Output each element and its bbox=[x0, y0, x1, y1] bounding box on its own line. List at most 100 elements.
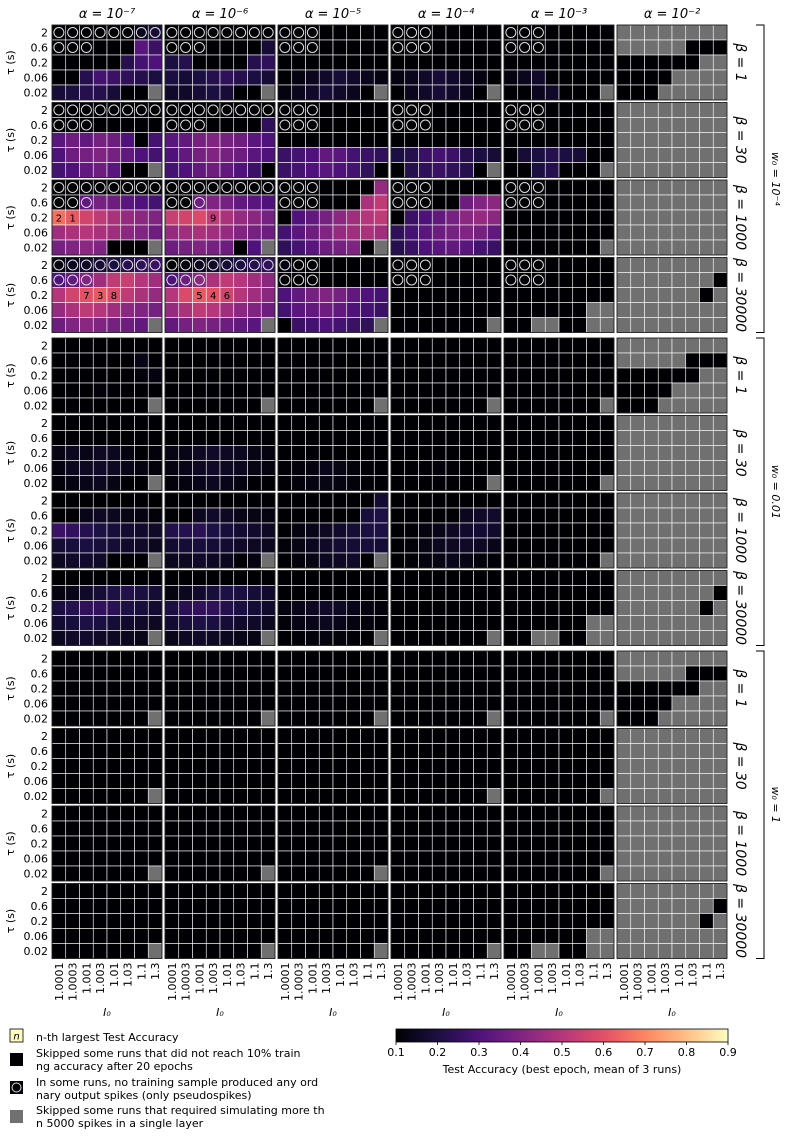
accuracy-cell bbox=[531, 788, 546, 804]
skip-marker: × bbox=[521, 184, 528, 193]
accuracy-cell bbox=[120, 680, 135, 697]
accuracy-cell bbox=[79, 382, 94, 399]
accuracy-cell bbox=[486, 194, 502, 211]
accuracy-cell bbox=[164, 835, 180, 852]
skipped-spikes-cell bbox=[712, 382, 728, 399]
skip-marker: × bbox=[138, 244, 145, 253]
no-spikes-marker bbox=[53, 182, 65, 193]
accuracy-cell bbox=[332, 773, 348, 789]
skip-marker: × bbox=[138, 732, 145, 741]
skip-marker: × bbox=[676, 685, 683, 694]
skip-marker: × bbox=[604, 902, 611, 911]
accuracy-cell bbox=[291, 850, 306, 867]
accuracy-cell bbox=[178, 537, 193, 554]
skip-marker: × bbox=[251, 184, 258, 193]
accuracy-cell bbox=[106, 162, 122, 178]
skip-marker: × bbox=[337, 655, 344, 664]
skip-marker: × bbox=[604, 497, 611, 506]
skip-marker: × bbox=[576, 634, 583, 643]
skip-marker: × bbox=[576, 121, 583, 130]
skip-marker: × bbox=[337, 106, 344, 115]
skipped-spikes-cell bbox=[671, 460, 687, 476]
accuracy-cell bbox=[51, 710, 67, 727]
accuracy-cell bbox=[544, 710, 560, 727]
skip-marker: × bbox=[590, 825, 597, 834]
accuracy-cell bbox=[92, 773, 108, 789]
accuracy-cell bbox=[473, 239, 488, 256]
skip-marker: × bbox=[576, 44, 583, 53]
skip-marker: × bbox=[549, 497, 556, 506]
accuracy-cell bbox=[332, 317, 348, 333]
accuracy-cell bbox=[134, 147, 149, 163]
skip-marker: × bbox=[56, 497, 63, 506]
skipped-spikes-cell bbox=[260, 317, 276, 333]
skip-marker: × bbox=[508, 810, 515, 819]
skip-marker: × bbox=[282, 276, 289, 285]
skip-marker: × bbox=[563, 715, 570, 724]
skip-marker: × bbox=[282, 589, 289, 598]
accuracy-cell bbox=[277, 773, 293, 789]
accuracy-cell bbox=[51, 943, 67, 959]
accuracy-cell bbox=[51, 850, 67, 867]
accuracy-cell bbox=[106, 460, 122, 476]
skip-marker: × bbox=[309, 121, 316, 130]
accuracy-cell bbox=[418, 865, 433, 882]
skip-marker: × bbox=[450, 321, 457, 330]
skip-marker: × bbox=[450, 762, 457, 771]
skipped-spikes-cell bbox=[671, 302, 687, 318]
skip-marker: × bbox=[576, 306, 583, 315]
skip-marker: × bbox=[549, 870, 556, 879]
skip-marker: × bbox=[196, 434, 203, 443]
accuracy-cell bbox=[92, 788, 108, 804]
colorbar-tick-label: 0.6 bbox=[595, 1046, 613, 1059]
i0-tick-label: 1.003 bbox=[94, 963, 107, 995]
skipped-spikes-cell bbox=[712, 600, 728, 616]
skip-marker: × bbox=[477, 357, 484, 366]
skip-marker: × bbox=[124, 670, 131, 679]
skipped-spikes-cell bbox=[657, 820, 673, 837]
accuracy-cell bbox=[233, 224, 248, 241]
skip-marker: × bbox=[521, 715, 528, 724]
skip-marker: × bbox=[491, 357, 498, 366]
skip-marker: × bbox=[309, 419, 316, 428]
accuracy-cell bbox=[459, 710, 474, 727]
accuracy-cell bbox=[260, 665, 276, 682]
skip-marker: × bbox=[549, 291, 556, 300]
skipped-spikes-cell bbox=[644, 460, 659, 476]
accuracy-cell bbox=[92, 132, 108, 148]
skip-marker: × bbox=[295, 434, 302, 443]
heatmap-panel: × × × × × × × ×× × × × ×× bbox=[390, 179, 502, 256]
accuracy-cell bbox=[431, 788, 447, 804]
heatmap-panel bbox=[164, 257, 276, 333]
skip-marker: × bbox=[295, 810, 302, 819]
accuracy-cell bbox=[247, 382, 262, 399]
tau-tick-label: 2 bbox=[41, 340, 48, 353]
skip-marker: × bbox=[549, 229, 556, 238]
i0-tick-label: 1.1 bbox=[135, 963, 148, 981]
accuracy-cell bbox=[92, 475, 108, 491]
legend-no-spikes-text-2: nary output spikes (only pseudospikes) bbox=[36, 1089, 252, 1102]
skip-marker: × bbox=[634, 74, 641, 83]
heatmap-panel bbox=[616, 492, 728, 569]
skipped-spikes-cell bbox=[373, 397, 389, 414]
skip-marker: × bbox=[364, 276, 371, 285]
accuracy-cell bbox=[445, 224, 461, 241]
accuracy-cell bbox=[473, 835, 488, 852]
skip-marker: × bbox=[56, 434, 63, 443]
skip-marker: × bbox=[56, 825, 63, 834]
accuracy-cell bbox=[51, 788, 67, 804]
accuracy-cell bbox=[164, 615, 180, 631]
skip-marker: × bbox=[563, 184, 570, 193]
skip-marker: × bbox=[422, 887, 429, 896]
skipped-spikes-cell bbox=[644, 865, 659, 882]
accuracy-cell bbox=[120, 695, 135, 712]
skip-marker: × bbox=[576, 715, 583, 724]
skip-marker: × bbox=[224, 655, 231, 664]
skip-marker: × bbox=[138, 449, 145, 458]
accuracy-cell bbox=[318, 850, 334, 867]
accuracy-cell bbox=[332, 552, 348, 569]
skip-marker: × bbox=[436, 121, 443, 130]
skip-marker: × bbox=[295, 59, 302, 68]
accuracy-cell bbox=[92, 600, 108, 616]
skip-marker: × bbox=[576, 887, 583, 896]
